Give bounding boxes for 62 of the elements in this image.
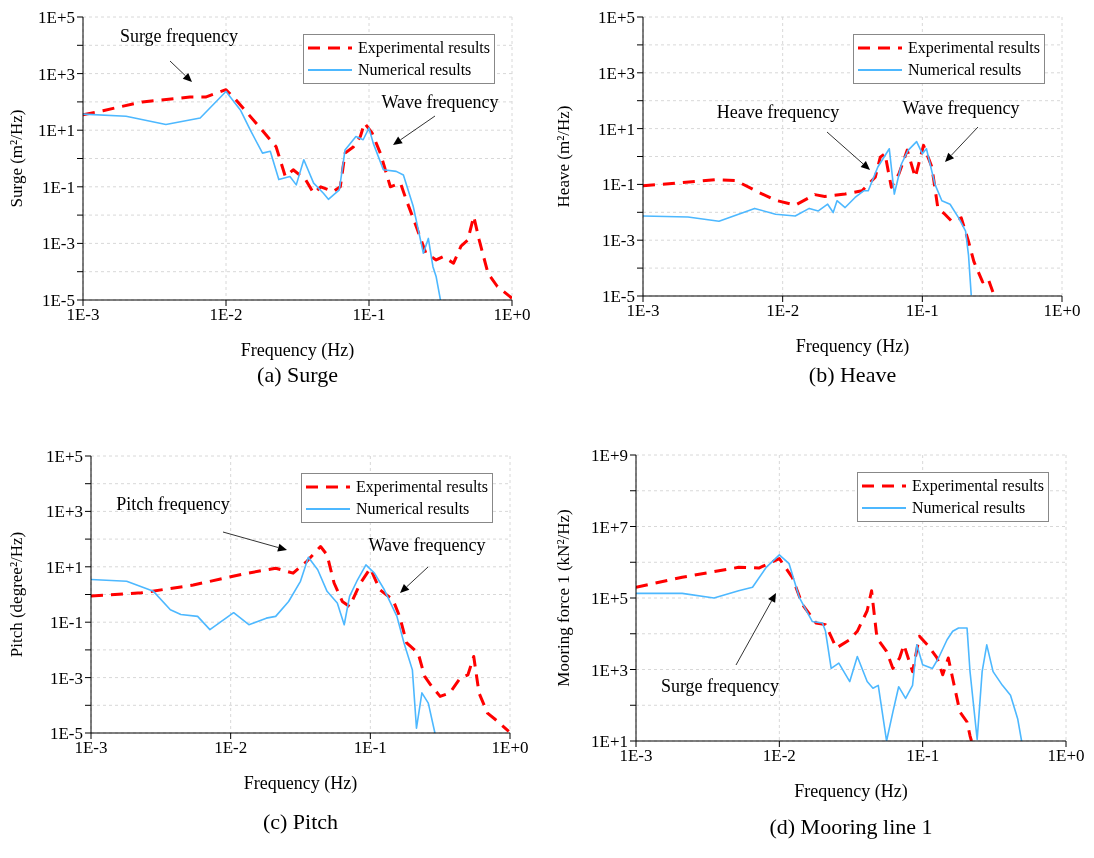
y-tick-label: 1E+5 bbox=[598, 8, 635, 28]
legend-label: Numerical results bbox=[356, 499, 470, 519]
y-tick-label: 1E-1 bbox=[41, 177, 75, 197]
x-tick-label: 1E-2 bbox=[209, 305, 243, 325]
x-tick-label: 1E-2 bbox=[214, 738, 248, 758]
x-axis-title: Frequency (Hz) bbox=[240, 340, 355, 361]
x-tick-label: 1E+0 bbox=[491, 738, 529, 758]
y-tick-label: 1E-3 bbox=[49, 668, 83, 688]
x-axis-title: Frequency (Hz) bbox=[243, 773, 358, 794]
y-tick-label: 1E+3 bbox=[46, 502, 83, 522]
x-tick-label: 1E-2 bbox=[762, 746, 796, 766]
legend-label: Experimental results bbox=[908, 38, 1040, 59]
y-axis-title: Heave (m²/Hz) bbox=[553, 105, 573, 208]
x-tick-label: 1E-1 bbox=[352, 305, 386, 325]
x-tick-label: 1E-2 bbox=[766, 301, 800, 321]
annotation: Wave frequency bbox=[368, 535, 486, 556]
y-tick-label: 1E-1 bbox=[601, 175, 635, 195]
annotation: Surge frequency bbox=[119, 26, 239, 47]
y-tick-label: 1E-3 bbox=[41, 234, 75, 254]
x-axis-title: Frequency (Hz) bbox=[795, 336, 910, 357]
legend-label: Experimental results bbox=[356, 477, 488, 498]
y-tick-label: 1E+7 bbox=[591, 517, 629, 537]
y-tick-label: 1E+3 bbox=[38, 64, 75, 84]
y-axis-title: Mooring force 1 (kN²/Hz) bbox=[553, 509, 573, 687]
y-tick-label: 1E+1 bbox=[598, 119, 635, 139]
y-tick-label: 1E+1 bbox=[38, 121, 75, 141]
y-tick-label: 1E+1 bbox=[46, 557, 83, 577]
legend-label: Numerical results bbox=[358, 60, 472, 80]
annotation: Surge frequency bbox=[660, 676, 780, 697]
text: (c) Pitch bbox=[261, 809, 340, 835]
y-tick-label: 1E+9 bbox=[591, 446, 628, 466]
annotation: Wave frequency bbox=[902, 98, 1020, 119]
x-tick-label: 1E-1 bbox=[353, 738, 387, 758]
text: (b) Heave bbox=[807, 362, 898, 388]
legend-label: Numerical results bbox=[908, 60, 1022, 80]
x-tick-label: 1E+0 bbox=[1043, 301, 1081, 321]
x-tick-label: 1E-3 bbox=[74, 738, 108, 758]
y-tick-label: 1E+3 bbox=[591, 660, 628, 680]
y-tick-label: 1E+5 bbox=[46, 447, 83, 467]
legend-label: Experimental results bbox=[358, 38, 490, 59]
x-tick-label: 1E+0 bbox=[493, 305, 531, 325]
x-tick-label: 1E-3 bbox=[626, 301, 660, 321]
annotation: Wave frequency bbox=[381, 92, 499, 113]
y-tick-label: 1E-1 bbox=[49, 613, 83, 633]
legend-label: Experimental results bbox=[912, 476, 1044, 497]
x-tick-label: 1E-1 bbox=[906, 746, 940, 766]
x-tick-label: 1E+0 bbox=[1047, 746, 1085, 766]
text: (a) Surge bbox=[256, 362, 339, 388]
legend-label: Numerical results bbox=[912, 498, 1026, 518]
annotation: Heave frequency bbox=[716, 102, 840, 123]
annotation: Pitch frequency bbox=[116, 494, 230, 515]
y-tick-label: 1E+5 bbox=[591, 589, 628, 609]
x-axis-title: Frequency (Hz) bbox=[794, 781, 908, 802]
y-tick-label: 1E-3 bbox=[601, 231, 635, 251]
x-tick-label: 1E-3 bbox=[619, 746, 653, 766]
x-tick-label: 1E-1 bbox=[905, 301, 939, 321]
y-axis-title: Pitch (degree²/Hz) bbox=[6, 531, 26, 658]
y-tick-label: 1E+5 bbox=[38, 8, 75, 28]
y-tick-label: 1E+3 bbox=[598, 63, 635, 83]
x-tick-label: 1E-3 bbox=[66, 305, 100, 325]
text: (d) Mooring line 1 bbox=[768, 814, 934, 840]
y-axis-title: Surge (m²/Hz) bbox=[6, 109, 26, 208]
